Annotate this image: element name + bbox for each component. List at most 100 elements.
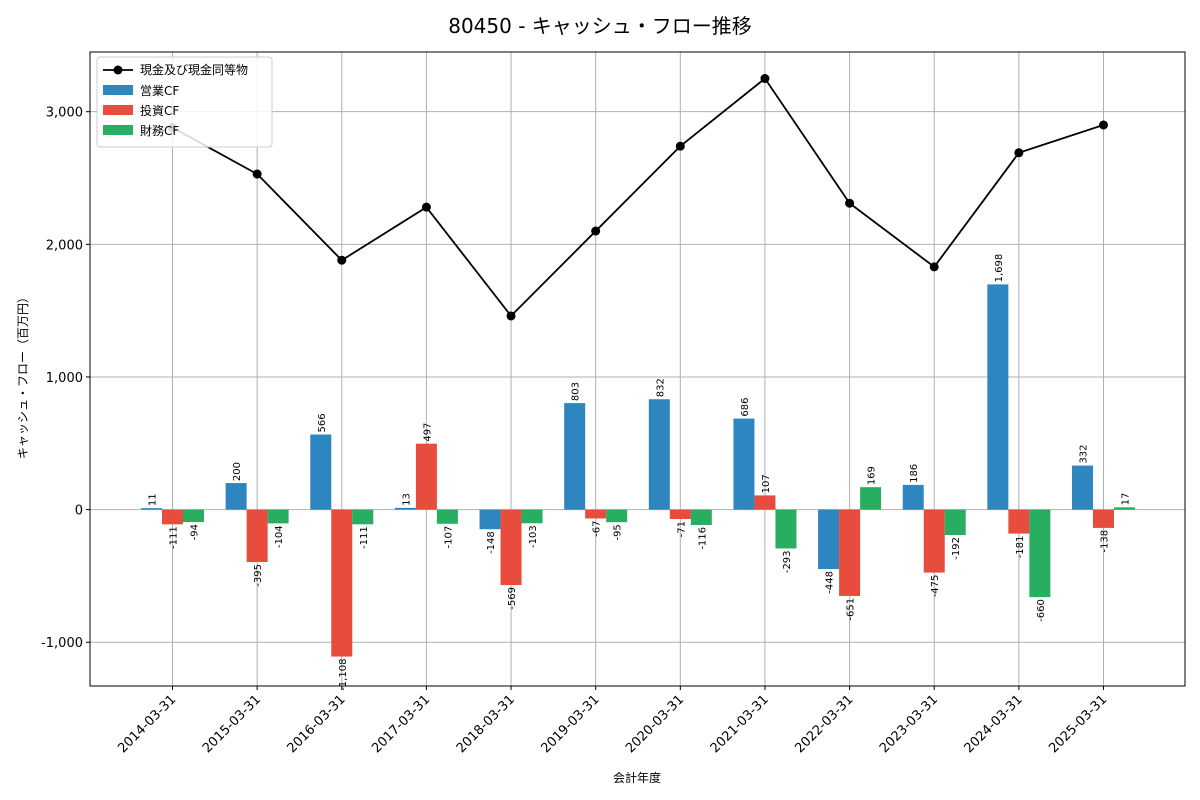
cash-line [168, 74, 1108, 321]
x-tick-label: 2015-03-31 [200, 692, 264, 756]
x-tick-label: 2017-03-31 [369, 692, 433, 756]
bar-投資CF [754, 495, 776, 510]
y-tick-label: 3,000 [46, 106, 83, 121]
y-tick-label: 2,000 [46, 238, 83, 253]
x-tick-label: 2021-03-31 [708, 692, 772, 756]
bar-value-label: 169 [867, 466, 878, 485]
x-axis-title: 会計年度 [613, 770, 661, 785]
bar-財務CF [690, 509, 712, 525]
y-tick-label: 0 [75, 504, 83, 519]
bar-value-label: -148 [486, 531, 497, 554]
cash-line-point [929, 262, 939, 272]
bar-value-label: -293 [782, 550, 793, 573]
x-tick-label: 2023-03-31 [877, 692, 941, 756]
bar-value-label: 13 [401, 493, 412, 506]
bar-value-label: -475 [930, 575, 941, 598]
bar-投資CF [839, 509, 861, 596]
bar-営業CF [394, 507, 416, 510]
bar-営業CF [818, 509, 840, 570]
bar-value-label: 17 [1121, 493, 1132, 506]
x-tick-label: 2020-03-31 [623, 692, 687, 756]
x-tick-label: 2022-03-31 [792, 692, 856, 756]
legend-swatch [103, 85, 133, 95]
bar-財務CF [521, 509, 543, 524]
x-tick-label: 2014-03-31 [115, 692, 179, 756]
bar-財務CF [1114, 507, 1135, 510]
bar-value-label: 497 [422, 423, 433, 442]
bar-value-label: -660 [1036, 599, 1047, 622]
bar-value-label: -94 [190, 524, 201, 540]
data-labels: 11 200 566 13 -148 803 832 686 -448 186 1,698 332 -1… [148, 254, 1132, 691]
bar-営業CF [564, 403, 586, 510]
bar-財務CF [267, 509, 289, 524]
bar-value-label: 11 [148, 493, 159, 506]
x-tick-label: 2024-03-31 [962, 692, 1026, 756]
bar-営業CF [479, 509, 501, 530]
bar-営業CF [310, 434, 332, 510]
x-tick-label: 2025-03-31 [1046, 692, 1110, 756]
x-tick-label: 2018-03-31 [454, 692, 518, 756]
bar-value-label: -1,108 [338, 659, 349, 691]
bar-value-label: -395 [253, 564, 264, 587]
cash-line-point [591, 226, 601, 236]
bar-投資CF [1008, 509, 1030, 534]
bar-財務CF [436, 509, 458, 524]
plot-frame [89, 51, 1186, 687]
legend-label: 現金及び現金同等物 [140, 62, 248, 77]
cash-line-point [760, 74, 770, 84]
x-axis: 2014-03-31 2015-03-31 2016-03-31 2017-03-31… [115, 686, 1110, 756]
chart-title: 80450 - キャッシュ・フロー推移 [448, 14, 752, 38]
cash-line-point [1014, 148, 1024, 158]
bar-営業CF [902, 484, 924, 510]
bar-value-label: -448 [825, 571, 836, 594]
y-tick-label: -1,000 [41, 636, 83, 651]
legend-swatch [103, 105, 133, 115]
bar-value-label: 686 [740, 398, 751, 417]
bar-投資CF [923, 509, 945, 573]
bar-value-label: 566 [317, 413, 328, 432]
bar-value-label: -569 [507, 587, 518, 610]
bar-営業CF [648, 399, 670, 510]
bar-投資CF [669, 509, 691, 520]
cash-line-point [421, 202, 431, 212]
bar-投資CF [331, 509, 353, 657]
legend-label: 投資CF [140, 103, 179, 118]
bar-投資CF [585, 509, 607, 519]
bar-value-label: 186 [909, 464, 920, 483]
bar-value-label: 332 [1079, 444, 1090, 463]
cash-line-point [506, 311, 516, 321]
bar-営業CF [1072, 465, 1093, 510]
bar-営業CF [733, 418, 755, 510]
legend-box [96, 56, 273, 148]
bar-value-label: -111 [359, 526, 370, 549]
bar-value-label: 832 [655, 378, 666, 397]
bar-財務CF [860, 487, 882, 510]
y-axis: -1,000 0 1,000 2,000 3,000 [41, 106, 90, 651]
bar-営業CF [987, 284, 1009, 510]
legend-label: 財務CF [140, 123, 179, 138]
bar-投資CF [415, 443, 437, 510]
bar-投資CF [1093, 509, 1114, 528]
bar-財務CF [183, 509, 204, 523]
bar-value-label: -104 [274, 525, 285, 548]
legend-label: 営業CF [140, 84, 179, 98]
bar-value-label: -111 [169, 526, 180, 549]
bar-営業CF [141, 508, 162, 510]
bar-営業CF [225, 483, 247, 510]
bar-value-label: -95 [613, 524, 624, 540]
bar-value-label: -138 [1100, 530, 1111, 553]
bar-財務CF [352, 509, 374, 525]
bar-value-label: -107 [443, 526, 454, 549]
bar-投資CF [500, 509, 522, 586]
bar-投資CF [246, 509, 268, 562]
x-tick-label: 2019-03-31 [538, 692, 602, 756]
bars [141, 284, 1135, 657]
bar-投資CF [162, 509, 183, 525]
bar-value-label: -71 [676, 521, 687, 537]
bar-財務CF [775, 509, 797, 549]
bar-value-label: -103 [528, 525, 539, 548]
cash-line-point [845, 198, 855, 208]
bar-value-label: 803 [571, 382, 582, 401]
